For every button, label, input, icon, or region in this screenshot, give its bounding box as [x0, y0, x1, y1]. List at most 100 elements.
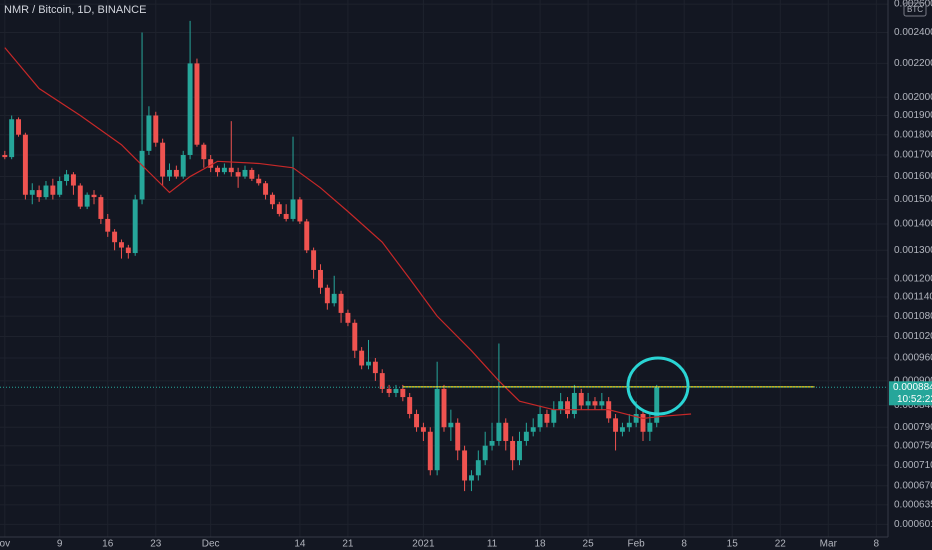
- candle-body: [77, 185, 83, 207]
- y-tick-label: 0.001300: [894, 245, 932, 256]
- candle-body: [249, 169, 255, 179]
- candle-body: [29, 190, 35, 195]
- currency-label[interactable]: BTC: [907, 5, 923, 14]
- candle-body: [379, 373, 385, 389]
- x-tick-label: 8: [874, 539, 880, 550]
- candle-body: [414, 413, 420, 428]
- candle-body: [503, 422, 509, 441]
- candle-body: [537, 413, 543, 428]
- candle-body: [118, 242, 124, 248]
- candle-body: [654, 387, 660, 423]
- y-tick-label: 0.001020: [894, 331, 932, 342]
- y-tick-label: 0.001140: [894, 292, 932, 303]
- candle-body: [160, 142, 166, 177]
- candle-body: [201, 144, 207, 160]
- x-tick-label: 9: [57, 539, 63, 550]
- x-tick-label: 16: [102, 539, 114, 550]
- x-tick-label: 23: [150, 539, 162, 550]
- candle-body: [366, 361, 371, 366]
- x-tick-label: 11: [487, 539, 498, 550]
- y-tick-label: 0.001900: [894, 110, 932, 121]
- x-tick-label: Feb: [628, 539, 646, 550]
- candle-body: [496, 422, 502, 441]
- y-tick-label: 0.000840: [894, 400, 932, 411]
- x-tick-label: 18: [535, 539, 547, 550]
- y-tick-label: 0.001080: [894, 311, 932, 322]
- candle-body: [16, 119, 21, 135]
- x-tick-label: 14: [294, 539, 306, 550]
- x-tick-label: ov: [0, 539, 10, 550]
- candle-body: [98, 197, 104, 219]
- highlight-circle: [626, 356, 690, 416]
- candle-body: [558, 401, 564, 410]
- candle-body: [235, 172, 241, 177]
- candle-body: [619, 427, 625, 432]
- candle-body: [304, 221, 310, 251]
- candle-body: [448, 422, 454, 428]
- y-tick-label: 0.001500: [894, 194, 932, 205]
- candle-body: [22, 134, 28, 195]
- candle-body: [36, 190, 42, 198]
- chart-title: NMR / Bitcoin, 1D, BINANCE: [4, 4, 146, 16]
- currency-button[interactable]: [903, 2, 927, 17]
- candle-body: [57, 181, 63, 195]
- y-tick-label: 0.000900: [894, 376, 932, 387]
- candle-body: [297, 199, 303, 222]
- candle-body: [517, 440, 522, 461]
- candle-body: [187, 63, 193, 156]
- candle-body: [139, 150, 145, 200]
- candle-body: [455, 422, 461, 451]
- y-tick-label: 0.000635: [894, 499, 932, 510]
- x-tick-label: 22: [775, 539, 787, 550]
- candle-body: [613, 418, 619, 432]
- candle-body: [599, 401, 605, 406]
- candle-body: [283, 213, 289, 219]
- candle-body: [530, 427, 536, 432]
- candle-body: [112, 231, 118, 243]
- candle-body: [290, 199, 296, 219]
- y-tick-label: 0.000601: [894, 519, 932, 530]
- candle-body: [523, 431, 529, 441]
- candle-body: [269, 194, 275, 205]
- candle-body: [647, 422, 653, 432]
- candle-body: [626, 422, 632, 428]
- y-tick-label: 0.000710: [894, 460, 932, 471]
- candle-body: [194, 63, 200, 145]
- candle-body: [585, 401, 591, 406]
- candle-body: [311, 250, 317, 270]
- y-tick-label: 0.001700: [894, 150, 932, 161]
- candle-body: [180, 155, 186, 177]
- y-tick-label: 0.001400: [894, 219, 932, 230]
- x-tick-label: 15: [727, 539, 739, 550]
- candle-body: [400, 388, 406, 398]
- candle-body: [345, 312, 351, 323]
- x-tick-label: 21: [342, 539, 354, 550]
- y-tick-label: 0.000790: [894, 422, 932, 433]
- candle-body: [153, 115, 159, 143]
- candle-body: [482, 445, 488, 461]
- candle-body: [489, 440, 495, 446]
- x-tick-label: 8: [681, 539, 687, 550]
- candle-body: [50, 185, 56, 195]
- moving-average: [4, 47, 692, 419]
- candle-body: [125, 247, 131, 254]
- candle-body: [510, 440, 516, 461]
- price-axis-panel: [888, 0, 932, 550]
- x-tick-label: Mar: [820, 539, 838, 550]
- candle-body: [427, 431, 433, 471]
- y-tick-label: 0.002600: [894, 0, 932, 10]
- candle-body: [221, 167, 227, 173]
- candle-body: [132, 199, 138, 254]
- y-tick-label: 0.002400: [894, 27, 932, 38]
- candle-body: [43, 185, 49, 198]
- candle-body: [352, 322, 358, 351]
- x-tick-label: 2021: [412, 539, 435, 550]
- candle-body: [544, 413, 550, 423]
- candle-body: [318, 269, 323, 288]
- candle-body: [420, 427, 426, 432]
- candle-body: [70, 174, 76, 186]
- y-tick-label: 0.001200: [894, 273, 932, 284]
- candle-body: [551, 409, 557, 423]
- candle-body: [338, 293, 344, 313]
